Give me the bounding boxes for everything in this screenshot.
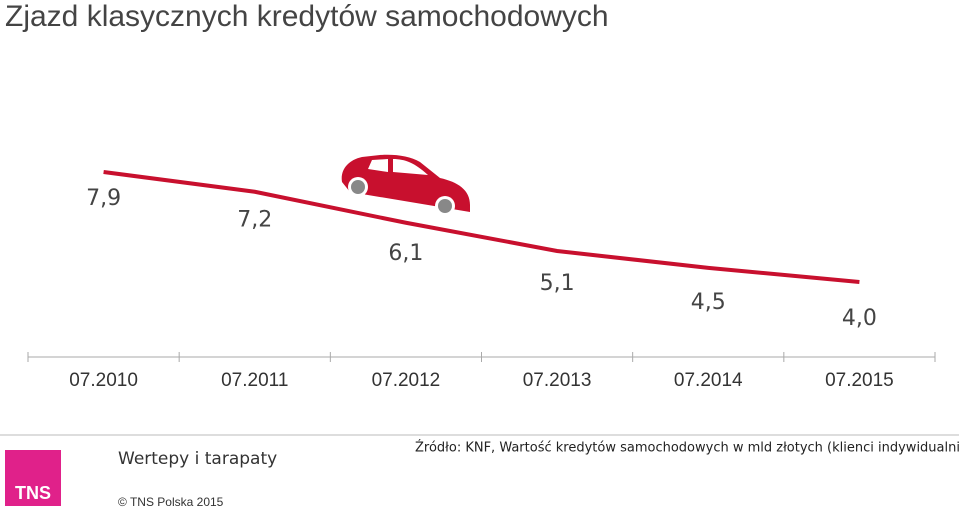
car-icon	[341, 154, 470, 216]
logo-text: TNS	[15, 483, 51, 503]
x-tick-label: 07.2014	[674, 370, 743, 391]
x-tick-label: 07.2013	[523, 370, 592, 391]
line	[103, 170, 860, 284]
section-title: Wertepy i tarapaty	[118, 449, 277, 469]
data-label: 4,0	[842, 306, 877, 331]
data-label: 6,1	[388, 241, 423, 266]
data-label: 7,9	[86, 186, 121, 211]
data-label: 7,2	[237, 208, 272, 233]
x-tick-label: 07.2011	[221, 370, 288, 391]
x-tick-label: 07.2012	[372, 370, 441, 391]
x-tick-label: 07.2015	[825, 370, 894, 391]
copyright: © TNS Polska 2015	[118, 495, 224, 509]
logo	[5, 450, 61, 506]
data-label: 4,5	[691, 290, 726, 315]
source-note: Źródło: KNF, Wartość kredytów samochodow…	[415, 440, 959, 456]
x-tick-label: 07.2010	[69, 370, 138, 391]
chart-title: Zjazd klasycznych kredytów samochodowych	[5, 0, 609, 33]
data-label: 5,1	[540, 271, 575, 296]
